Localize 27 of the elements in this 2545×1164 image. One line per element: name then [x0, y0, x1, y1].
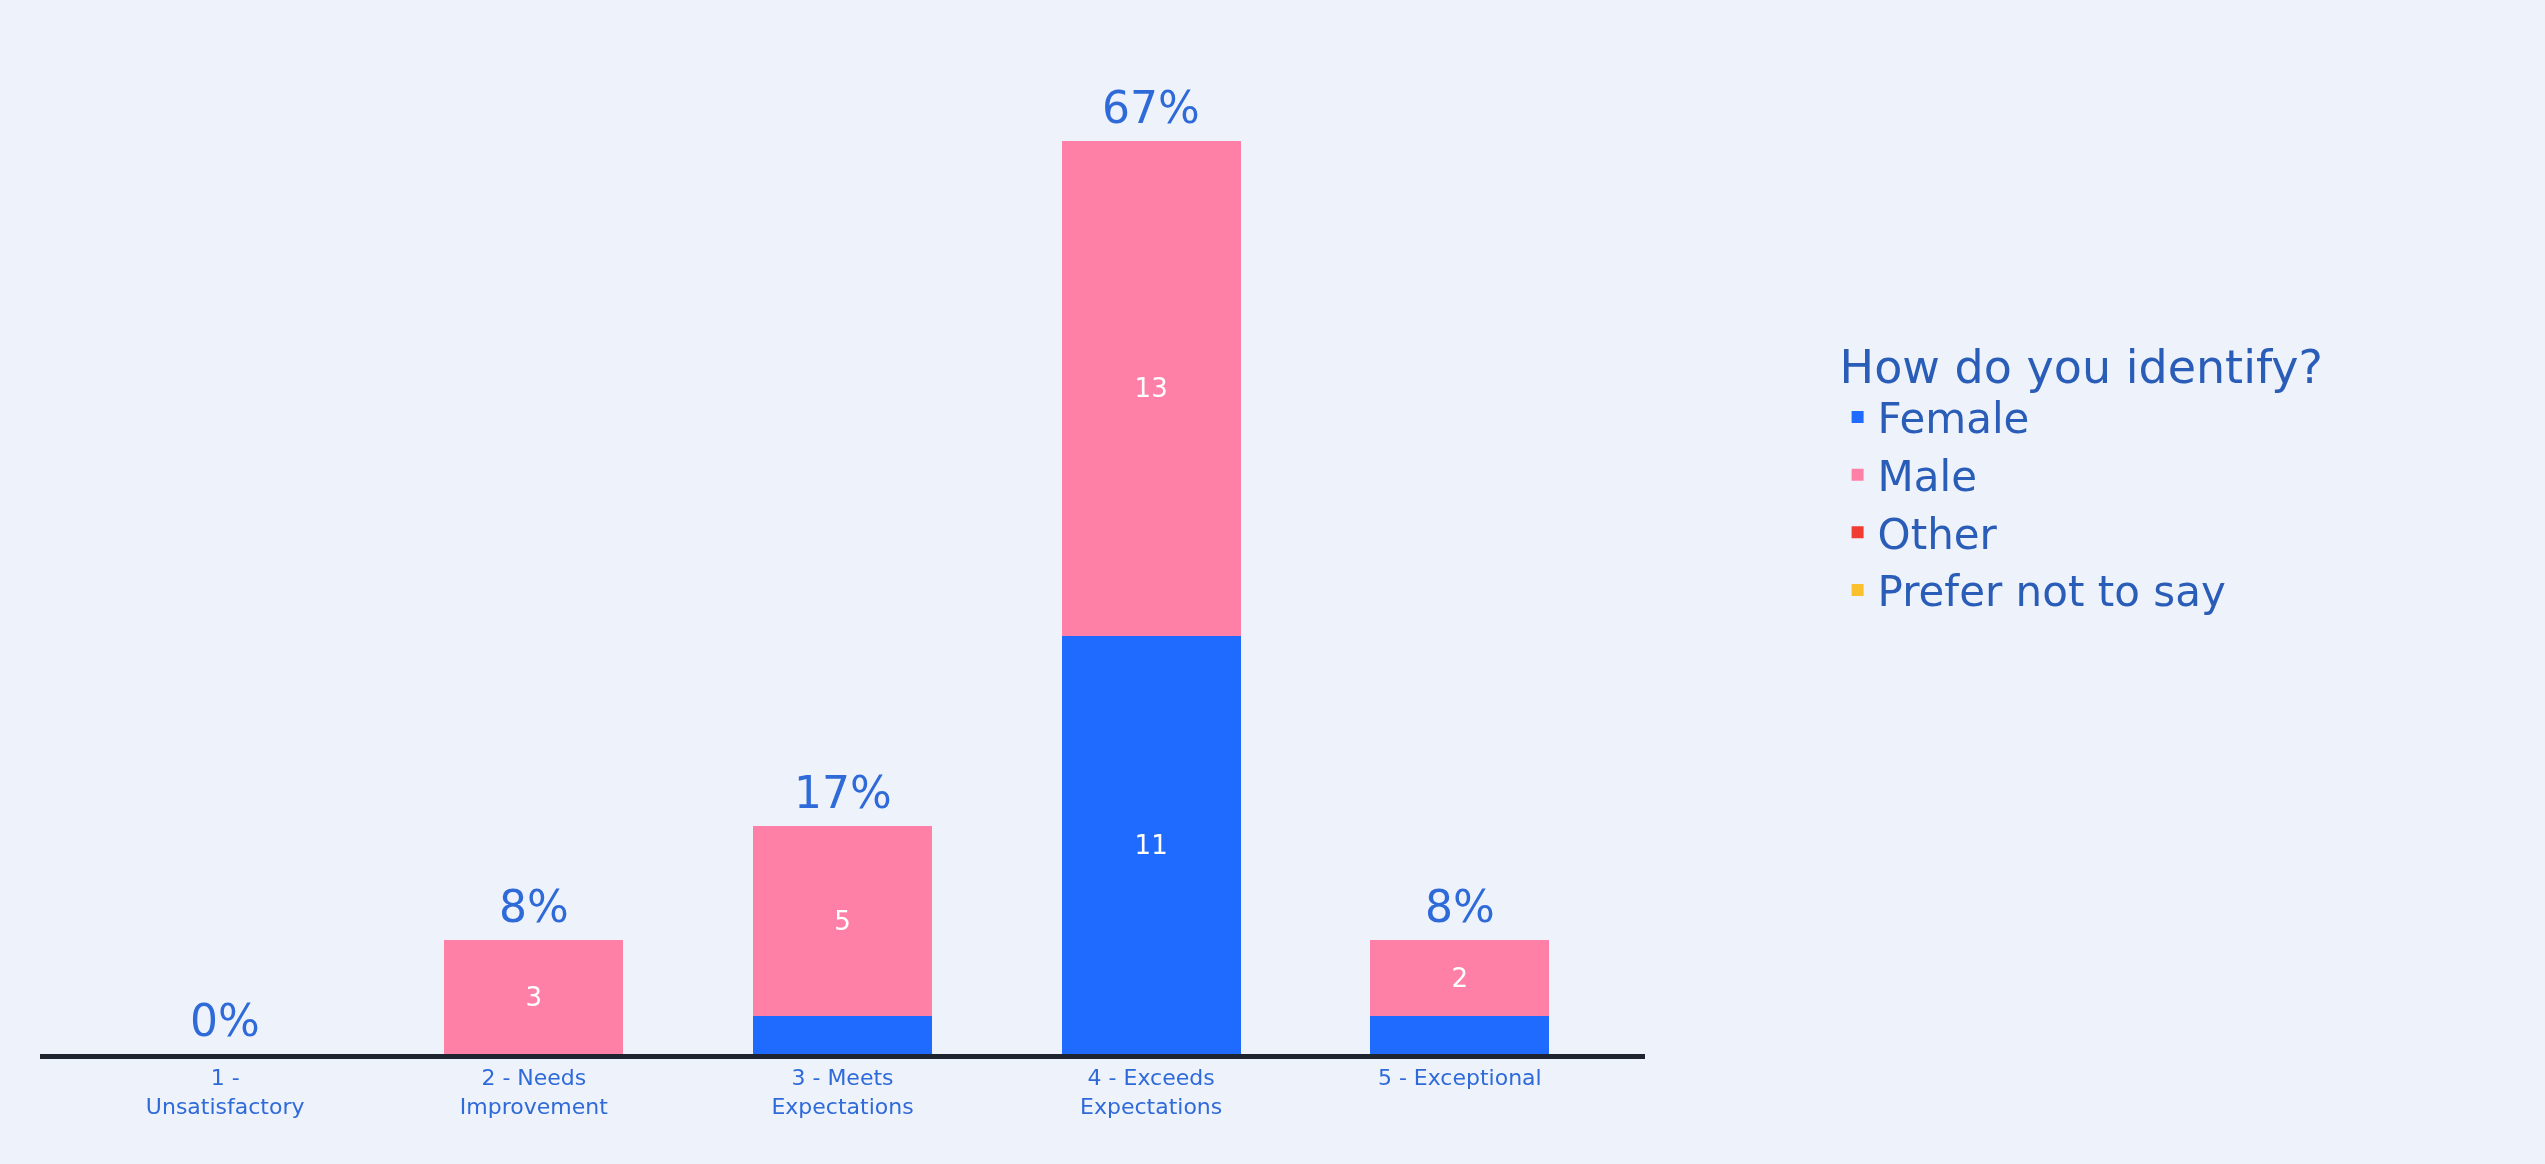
bar: [444, 939, 624, 1054]
x-tick-label: 5 - Exceptional: [1377, 1065, 1542, 1091]
data-label: 13: [1134, 373, 1168, 404]
bar: [1370, 939, 1550, 1016]
annotation: 67%: [1102, 82, 1200, 133]
legend-label: Male: [1877, 452, 1978, 502]
data-label: 5: [834, 905, 851, 936]
data-label: 11: [1134, 829, 1168, 860]
annotation: 17%: [794, 767, 892, 818]
data-label: 2: [1451, 962, 1469, 993]
x-tick-label: 2 - Needs Improvement: [459, 1065, 609, 1119]
legend-label: Other: [1877, 509, 1998, 559]
bar: [1061, 635, 1241, 1054]
x-tick-label: 1 - Unsatisfactory: [145, 1065, 305, 1119]
bar: [1061, 141, 1241, 636]
bar: [1370, 1015, 1550, 1054]
x-tick-label: 3 - Meets Expectations: [771, 1065, 914, 1119]
data-label: 3: [525, 981, 543, 1012]
annotation: 8%: [1425, 881, 1495, 932]
bar: [752, 825, 933, 1016]
legend-label: Female: [1877, 394, 2030, 444]
legend-label: Prefer not to say: [1877, 567, 2226, 617]
annotation: 0%: [190, 995, 260, 1046]
bar: [752, 1015, 933, 1054]
annotation: 8%: [499, 881, 569, 932]
legend-title: How do you identify?: [1839, 340, 2323, 395]
x-tick-label: 4 - Exceeds Expectations: [1080, 1065, 1223, 1119]
